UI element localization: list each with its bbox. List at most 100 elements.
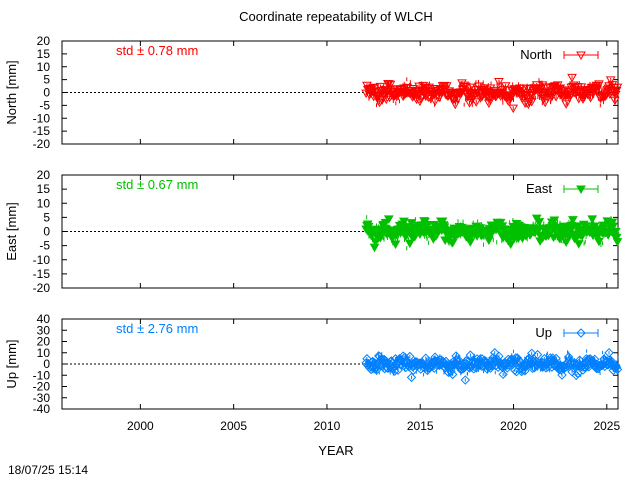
north-y-tick-label: 0 [43,86,50,100]
east-point [567,224,577,233]
east-point [505,240,516,250]
north-legend-label: North [520,47,552,62]
east-y-tick-label: 10 [37,196,51,210]
north-point [415,94,426,103]
north-point [471,98,482,107]
east-std-label: std ± 0.67 mm [116,177,198,192]
east-point [465,238,476,247]
up-y-tick-label: -20 [33,380,51,394]
north-point [561,100,572,109]
up-y-tick-label: 40 [37,312,51,326]
north-data-points [361,73,623,114]
up-point [606,355,616,366]
up-point [406,372,417,383]
north-y-tick-label: 15 [37,47,51,61]
north-point [594,80,604,89]
east-point [587,215,598,224]
chart-title: Coordinate repeatability of WLCH [239,9,433,24]
east-y-tick-label: 5 [43,210,50,224]
up-data-points [361,348,623,385]
x-tick-label: 2020 [500,419,527,433]
up-y-tick-label: 0 [43,357,50,371]
east-point [390,240,401,250]
up-point [490,348,500,358]
north-point [484,94,495,104]
north-point [494,78,504,87]
east-legend-label: East [526,181,552,196]
east-point [406,219,417,228]
north-point [520,99,530,108]
up-y-tick-label: 20 [37,335,51,349]
east-point [534,218,545,227]
up-point [408,365,418,376]
up-y-axis-label: Up [mm] [4,339,19,388]
north-point [526,97,537,107]
east-y-tick-label: 20 [37,168,51,182]
east-legend-marker [576,185,586,195]
east-data-points [361,214,623,253]
north-point [508,104,519,114]
north-y-axis-label: North [mm] [4,60,19,124]
north-y-tick-label: -5 [39,98,50,112]
north-y-tick-label: 5 [43,73,50,87]
north-y-tick-label: 20 [37,34,51,48]
north-point [441,82,452,91]
north-point [523,100,534,110]
north-point [498,86,508,95]
north-y-tick-label: -15 [33,124,51,138]
east-y-tick-label: -20 [33,281,51,295]
up-point [400,352,410,363]
north-y-tick-label: -10 [33,111,51,125]
up-point [447,369,458,380]
up-y-tick-label: -30 [33,391,51,405]
north-point [555,84,566,94]
up-point [611,362,622,372]
north-point [525,85,535,94]
up-legend-marker [576,328,586,338]
x-axis: 2000 2005 2010 2015 2020 2025 [127,419,620,433]
north-point [564,93,575,103]
north-point [411,95,422,105]
north-point [611,86,622,96]
north-point [585,94,596,103]
up-point [393,365,403,375]
east-point [607,218,618,227]
x-tick-label: 2000 [127,419,154,433]
x-tick-label: 2015 [407,419,434,433]
east-point [383,215,394,224]
up-point [465,350,476,360]
up-point [532,349,543,360]
east-y-tick-label: 15 [37,182,51,196]
east-y-tick-label: -5 [39,239,50,253]
up-point [446,366,456,376]
up-point [460,375,471,385]
north-point [465,83,476,93]
north-point [500,82,511,91]
up-point [430,352,440,362]
up-y-tick-label: 10 [37,346,51,360]
north-point [369,84,380,93]
up-point [526,348,537,359]
up-point [604,348,614,358]
north-point [522,84,533,94]
north-std-label: std ± 0.78 mm [116,43,198,58]
timestamp: 18/07/25 15:14 [8,463,88,477]
north-point [605,76,616,85]
east-point [589,222,600,231]
up-point [498,369,508,380]
east-y-tick-label: 0 [43,225,50,239]
up-y-tick-label: 30 [37,323,51,337]
north-y-tick-label: 10 [37,60,51,74]
north-point [612,83,623,93]
north-point [482,87,493,97]
up-legend-label: Up [535,325,552,340]
north-point [377,96,387,105]
north-point [415,97,425,107]
east-point [447,238,458,248]
east-point [549,216,560,226]
east-point [612,238,623,247]
east-y-tick-label: -10 [33,253,51,267]
